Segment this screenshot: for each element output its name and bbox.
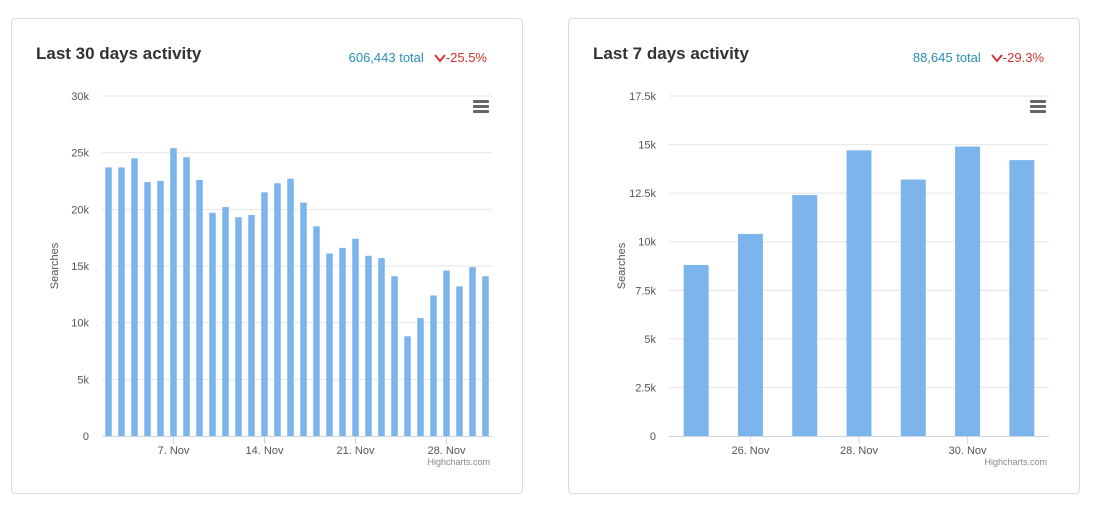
x-tick-label: 30. Nov (949, 445, 987, 457)
y-tick-label: 7.5k (635, 285, 656, 297)
y-axis-title: Searches (49, 242, 61, 289)
bar-chart-30-days: 0 5k 10k 15k 20k 25k 30k 7. Nov 14. Nov 21. Nov 28… (49, 91, 492, 467)
x-tick-label: 28. Nov (840, 445, 878, 457)
bar (482, 276, 489, 436)
bar (404, 336, 411, 436)
y-tick-label: 25k (71, 148, 89, 160)
bar (196, 179, 203, 436)
y-tick-label: 15k (71, 261, 89, 273)
activity-card-7-days: Last 7 days activity 88,645 total -29.3% … (568, 18, 1080, 494)
menu-line (473, 110, 489, 113)
y-tick-label: 10k (638, 237, 656, 249)
bar (430, 295, 437, 436)
bar (313, 226, 320, 436)
credits-link[interactable]: Highcharts.com (427, 457, 490, 467)
chevron-down-icon (991, 54, 1003, 63)
x-tick-label: 21. Nov (337, 445, 375, 457)
y-tick-label: 12.5k (629, 188, 656, 200)
total-count: 88,645 total (912, 50, 981, 65)
hamburger-menu-icon[interactable] (1030, 100, 1046, 113)
bar (846, 150, 872, 436)
trend: -25.5% (434, 50, 487, 65)
bar (456, 286, 463, 436)
total-count: 606,443 total (348, 50, 424, 65)
bar (339, 247, 346, 436)
bar (683, 265, 709, 436)
menu-line (1030, 105, 1046, 108)
bar (955, 146, 981, 436)
card-stats: 606,443 total -25.5% (349, 50, 487, 65)
bar (792, 195, 818, 436)
x-tick-label: 26. Nov (731, 445, 769, 457)
bar (365, 255, 372, 436)
bar (443, 270, 450, 436)
y-tick-label: 10k (71, 318, 89, 330)
bar (274, 183, 281, 436)
bar (417, 318, 424, 436)
x-tick-label: 28. Nov (428, 445, 466, 457)
y-tick-label: 0 (650, 431, 656, 443)
menu-line (1030, 100, 1046, 103)
bar (287, 178, 294, 436)
bar (352, 238, 359, 436)
card-title: Last 30 days activity (36, 44, 202, 63)
bar (105, 167, 112, 436)
card-stats: 88,645 total -29.3% (913, 50, 1044, 65)
bar (737, 233, 763, 436)
activity-card-30-days: Last 30 days activity 606,443 total -25.5… (11, 18, 523, 494)
y-tick-label: 17.5k (629, 91, 656, 103)
bar (222, 207, 229, 436)
x-tick-label: 14. Nov (246, 445, 284, 457)
bar (391, 276, 398, 436)
bar (300, 202, 307, 436)
bar (378, 258, 385, 436)
bar (469, 267, 476, 436)
bar (261, 192, 268, 436)
bar (144, 182, 151, 436)
bar (183, 157, 190, 436)
chevron-down-icon (434, 54, 446, 63)
y-tick-label: 5k (77, 374, 89, 386)
card-title: Last 7 days activity (593, 44, 749, 63)
y-tick-label: 0 (83, 431, 89, 443)
change-percent: -25.5% (445, 50, 487, 65)
y-tick-label: 5k (644, 334, 656, 346)
y-tick-label: 15k (638, 140, 656, 152)
bar (326, 253, 333, 436)
trend: -29.3% (991, 50, 1044, 65)
bar (118, 167, 125, 436)
bar-chart-7-days: 0 2.5k 5k 7.5k 10k 12.5k 15k 17.5k 26. Nov 28. No… (616, 91, 1049, 467)
hamburger-menu-icon[interactable] (473, 100, 489, 113)
menu-line (473, 105, 489, 108)
credits-link[interactable]: Highcharts.com (984, 457, 1047, 467)
x-tick-label: 7. Nov (158, 445, 190, 457)
bar (248, 215, 255, 436)
menu-line (473, 100, 489, 103)
bar (170, 148, 177, 436)
bar (1009, 160, 1035, 436)
y-tick-label: 20k (71, 204, 89, 216)
y-tick-label: 30k (71, 91, 89, 103)
bar (900, 179, 926, 437)
bar (209, 212, 216, 436)
change-percent: -29.3% (1002, 50, 1044, 65)
y-axis-title: Searches (616, 242, 628, 289)
bar (131, 158, 138, 437)
bar (157, 181, 164, 436)
menu-line (1030, 110, 1046, 113)
bar (235, 217, 242, 436)
y-tick-label: 2.5k (635, 382, 656, 394)
